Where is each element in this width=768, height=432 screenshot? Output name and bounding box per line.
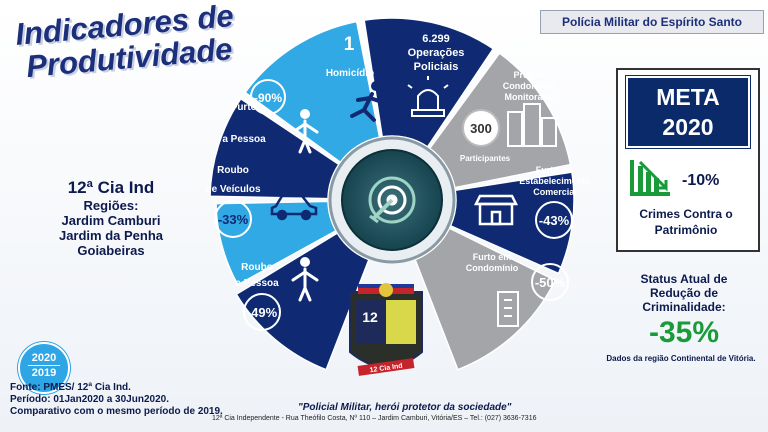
runner-icon <box>350 81 384 122</box>
buildings-icon <box>507 103 557 147</box>
segment-furto-cond <box>414 227 557 371</box>
region-item: Jardim Camburi <box>61 213 161 228</box>
regions-label: Regiões: <box>83 198 139 213</box>
status-value: -35% <box>648 316 720 349</box>
status-label: Status Atual de Redução de Criminalidade… <box>640 272 728 314</box>
roubo-pessoa-label-2: a Pessoa <box>235 278 279 289</box>
segment-roubo-veiculos <box>215 200 337 286</box>
furto-pessoa-label-1: Furto <box>231 102 257 113</box>
projeto-label-2: Condomínio <box>503 81 556 91</box>
person-shrug-icon <box>291 109 319 154</box>
furto-cond-label-2: Condomínio <box>466 263 519 273</box>
furto-cond-value: -50% <box>535 275 566 290</box>
org-header: Polícia Militar do Espírito Santo <box>540 10 764 34</box>
segment-roubo-pessoa <box>235 232 370 371</box>
status-note: Dados da região Continental de Vitória. <box>606 354 756 363</box>
projeto-label-3: Monitorado <box>505 92 554 102</box>
furto-estab-label-3: Comercial <box>533 187 577 197</box>
segment-operacoes <box>363 17 495 148</box>
unit-badge: 12 12 Cia Ind <box>349 283 423 376</box>
target-icon <box>368 176 416 224</box>
roubo-veiculos-value: -33% <box>218 212 249 227</box>
unit-info: 12ª Cia Ind Regiões: Jardim Camburi Jard… <box>18 178 204 258</box>
roubo-veiculos-label-1: Roubo <box>217 165 249 176</box>
address: 12ª Cia Independente - Rua Theófilo Cost… <box>212 415 537 422</box>
furto-estab-label-2: Estabelecimento <box>519 176 591 186</box>
car-icon <box>270 194 318 221</box>
meta-heading: META 2020 <box>626 76 750 148</box>
segment-projeto <box>428 52 572 189</box>
furto-pessoa-value: -90% <box>254 91 282 105</box>
building-icon <box>497 291 519 327</box>
roubo-pessoa-label-1: Roubo <box>241 262 273 273</box>
person-robbery-icon <box>291 257 319 302</box>
meta-label: Crimes Contra o Patrimônio <box>639 207 733 237</box>
motto: "Policial Militar, herói protetor da soc… <box>298 402 512 413</box>
segment-furto-pessoa <box>209 97 340 200</box>
badge-number: 12 <box>362 309 378 325</box>
segment-homicidio <box>244 20 381 164</box>
operacoes-label-2: Policiais <box>414 61 459 73</box>
source-note: Fonte: PMES/ 12ª Cia Ind. Período: 01Jan… <box>10 382 223 417</box>
badge-band-text: 12 Cia Ind <box>369 363 403 375</box>
region-item: Goiabeiras <box>77 243 145 258</box>
years-badge: 2020 2019 <box>18 342 70 394</box>
furto-pessoa-label-2: a Pessoa <box>222 134 266 145</box>
siren-icon <box>407 76 449 117</box>
meta-value: -10% <box>682 172 720 189</box>
unit-name: 12ª Cia Ind <box>67 178 155 197</box>
homicidio-label: Homicídio <box>326 68 374 79</box>
roubo-veiculos-label-2: de Veículos <box>205 184 260 195</box>
operacoes-value: 6.299 <box>422 33 450 45</box>
region-item: Jardim da Penha <box>58 228 164 243</box>
homicidio-value: 1 <box>344 34 355 55</box>
roubo-pessoa-value: -49% <box>247 305 278 320</box>
chart-down-icon <box>630 160 670 196</box>
projeto-label-1: Projeto <box>513 70 545 80</box>
storefront-icon <box>473 194 519 226</box>
furto-estab-value: -43% <box>539 213 570 228</box>
furto-cond-label-1: Furto em <box>473 252 512 262</box>
furto-estab-label-1: Furto em <box>536 165 575 175</box>
projeto-value: 300 <box>470 121 492 136</box>
operacoes-label-1: Operações <box>408 47 465 59</box>
projeto-sub: Participantes <box>460 154 511 163</box>
